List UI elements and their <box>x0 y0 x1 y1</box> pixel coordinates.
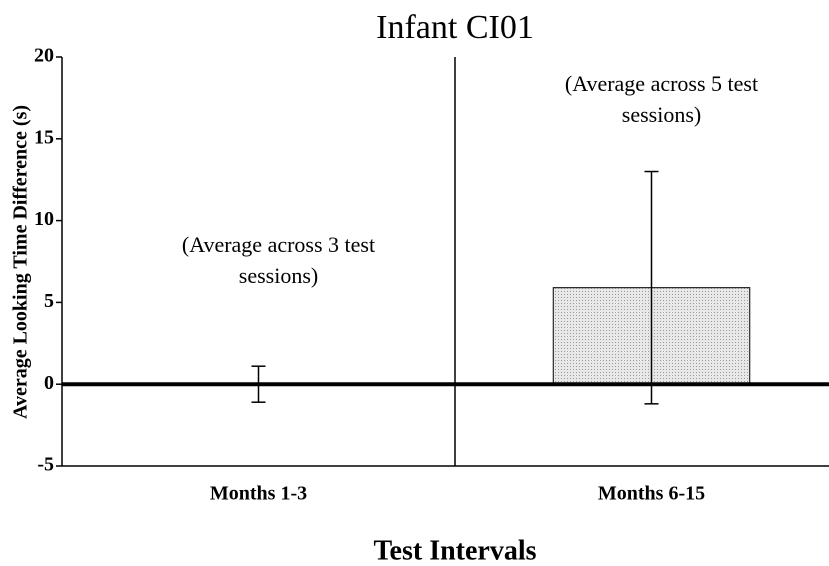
x-tick-label: Months 1-3 <box>210 483 307 505</box>
y-axis-label: Average Looking Time Difference (s) <box>10 105 32 419</box>
y-tick-label: 0 <box>44 372 54 394</box>
x-tick-label: Months 6-15 <box>598 483 705 505</box>
annotation: (Average across 3 test <box>182 232 375 257</box>
x-axis-label: Test Intervals <box>373 535 536 566</box>
annotation: sessions) <box>239 263 318 288</box>
y-tick-label: -5 <box>37 454 54 476</box>
y-tick-label: 10 <box>34 208 54 230</box>
annotation: (Average across 5 test <box>565 71 758 96</box>
y-tick-label: 20 <box>34 45 54 67</box>
chart-title: Infant CI01 <box>376 9 534 46</box>
y-tick-label: 5 <box>44 290 54 312</box>
y-tick-label: 15 <box>34 126 54 148</box>
annotation: sessions) <box>622 102 701 127</box>
